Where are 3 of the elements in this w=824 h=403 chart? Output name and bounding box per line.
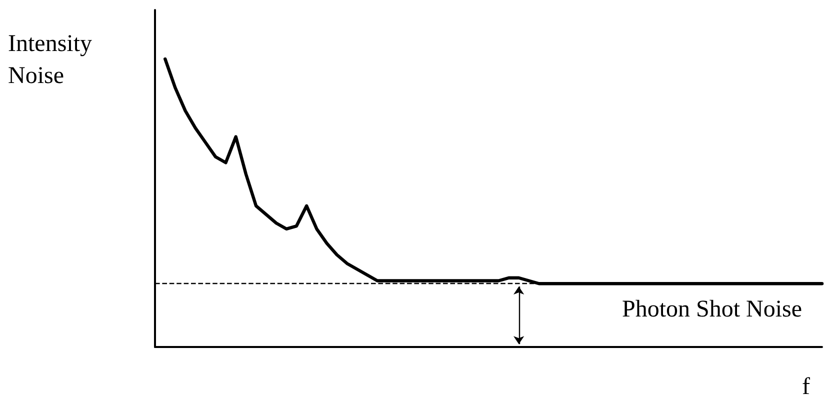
ref-line-label: Photon Shot Noise (622, 296, 802, 323)
x-axis-title: f (802, 374, 810, 400)
y-axis-title: Intensity Noise (8, 31, 98, 89)
